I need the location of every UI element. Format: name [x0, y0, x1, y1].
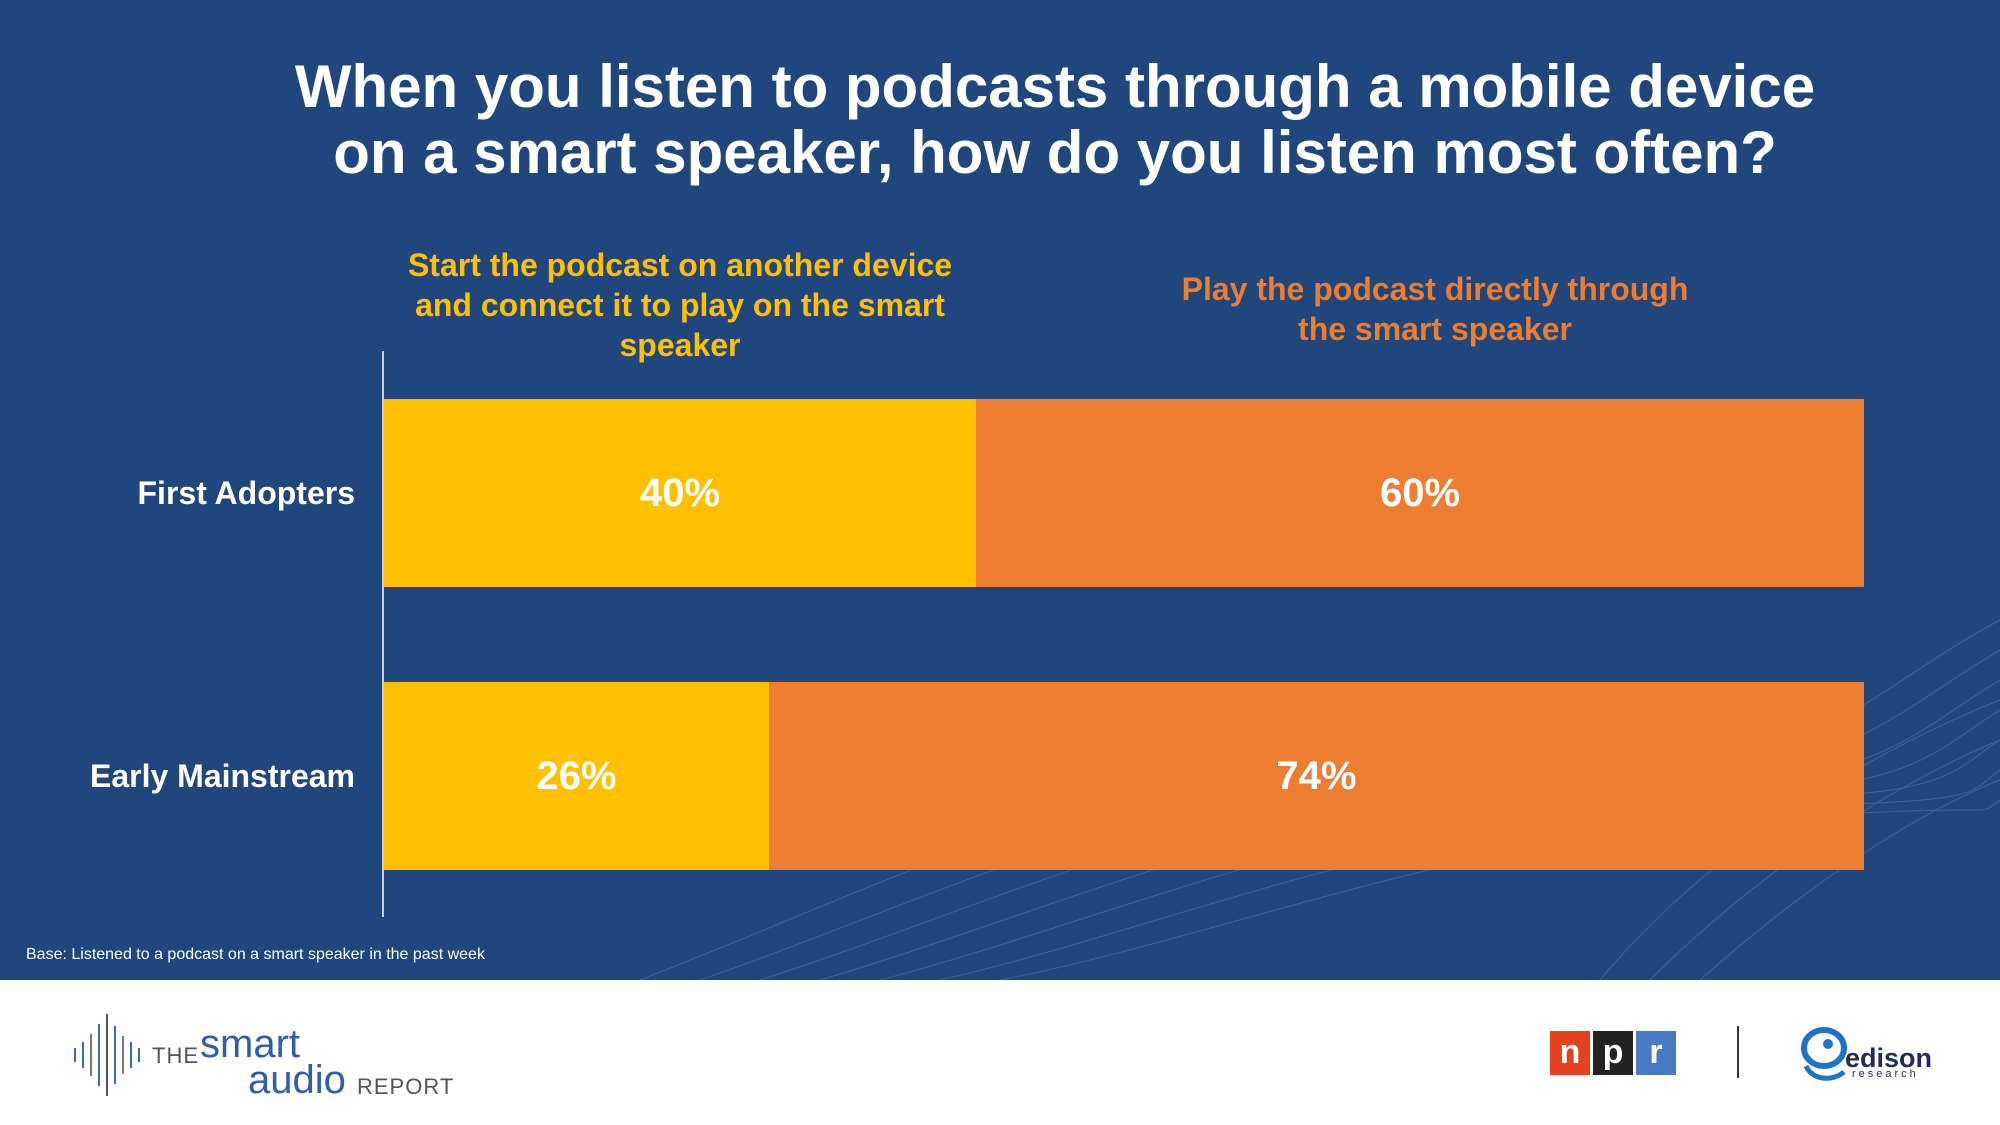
edison-logo-subtitle: research — [1852, 1068, 1919, 1080]
category-label-first-adopters: First Adopters — [137, 475, 356, 511]
smart-audio-waveform-icon — [74, 1014, 140, 1096]
report-logo-the: THE — [152, 1043, 199, 1068]
report-logo-smart: smart — [200, 1022, 300, 1066]
chart-title: When you listen to podcasts through a mo… — [294, 53, 1816, 186]
data-label-early-mainstream-play-directly: 74% — [1276, 754, 1357, 798]
npr-logo-r: r — [1636, 1031, 1676, 1075]
report-logo-report: REPORT — [357, 1074, 455, 1099]
bar-first-adopters-play-directly — [976, 399, 1864, 587]
bar-early-mainstream-play-directly — [768, 682, 1864, 870]
legend-entry-play-directly: Play the podcast directly through the sm… — [1181, 271, 1689, 347]
category-label-early-mainstream: Early Mainstream — [89, 758, 355, 794]
legend-entry-start-on-another-device: Start the podcast on another device and … — [407, 247, 953, 363]
report-logo-audio: audio — [248, 1058, 346, 1102]
npr-logo: n p r — [1550, 1031, 1679, 1075]
category-axis-line — [382, 351, 384, 917]
logo-divider — [1737, 1026, 1739, 1078]
npr-logo-p: p — [1593, 1031, 1633, 1075]
chart-slide: When you listen to podcasts through a mo… — [0, 0, 2000, 980]
bar-early-mainstream-start-on-another-device — [384, 682, 769, 870]
npr-logo-n: n — [1550, 1031, 1590, 1075]
edison-logo-name: edison — [1845, 1043, 1933, 1073]
data-label-first-adopters-start-on-another-device: 40% — [639, 471, 721, 515]
data-label-early-mainstream-start-on-another-device: 26% — [536, 754, 617, 798]
edison-research-logo-icon — [1801, 1027, 1847, 1081]
data-label-first-adopters-play-directly: 60% — [1379, 471, 1461, 515]
base-footnote: Base: Listened to a podcast on a smart s… — [26, 946, 485, 963]
bar-first-adopters-start-on-another-device — [384, 399, 976, 587]
